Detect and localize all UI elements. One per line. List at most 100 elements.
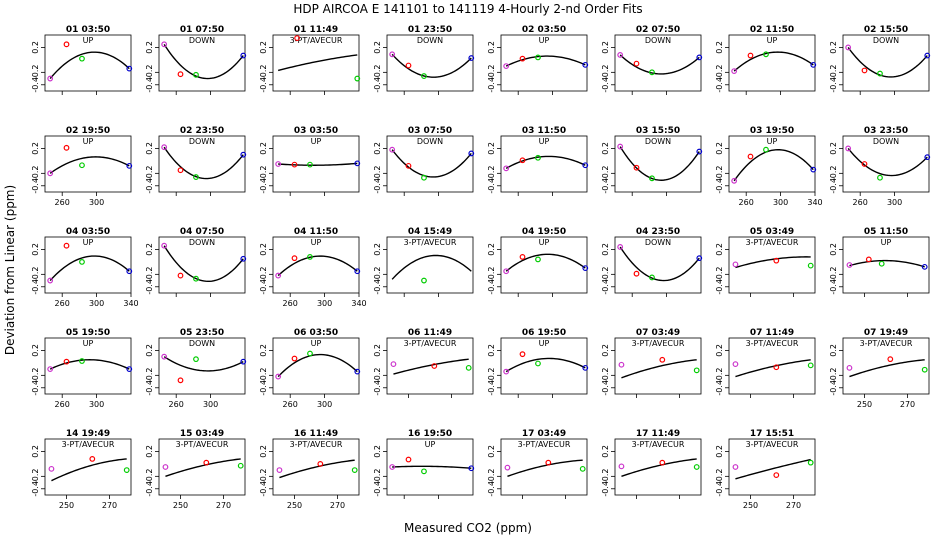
data-point xyxy=(579,465,586,472)
x-tick-label: 300 xyxy=(89,198,104,207)
data-point xyxy=(503,268,510,275)
fit-curve xyxy=(163,245,244,283)
y-tick-label: 0.2 xyxy=(145,142,154,155)
x-tick-label: 260 xyxy=(55,198,70,207)
data-point xyxy=(354,268,361,275)
data-point xyxy=(421,73,427,79)
y-tick-label: 0.2 xyxy=(829,41,838,54)
data-point xyxy=(47,277,54,284)
plot-frame xyxy=(386,135,474,193)
panel: 07 03:493-PT/AVECUR -0.4-0.2 0.2 xyxy=(601,328,702,398)
mode-label: 3-PT/AVECUR xyxy=(404,339,457,348)
data-point xyxy=(177,71,184,78)
x-tick-label: 260 xyxy=(55,400,70,409)
data-point xyxy=(89,456,96,462)
panel-title: 05 11:50 xyxy=(864,227,908,237)
data-point xyxy=(846,262,853,268)
mode-label: DOWN xyxy=(189,238,215,247)
data-point xyxy=(545,459,552,466)
y-tick-label: 0.2 xyxy=(601,344,610,357)
panel: 16 11:493-PT/AVECUR -0.4-0.2 0.2 250 270 xyxy=(259,429,360,510)
fit-curve xyxy=(277,54,358,72)
panel-title: 17 11:49 xyxy=(636,429,680,439)
y-tick-label: -0.2 xyxy=(601,368,610,384)
data-point xyxy=(193,71,199,78)
plot-frame xyxy=(44,337,132,395)
mode-label: DOWN xyxy=(645,238,671,247)
data-point xyxy=(126,162,133,169)
data-point xyxy=(807,459,814,466)
data-point xyxy=(887,356,894,363)
y-tick-label: -0.2 xyxy=(829,368,838,384)
fit-curve xyxy=(735,458,811,480)
data-point xyxy=(390,361,397,368)
x-tick-label: 260 xyxy=(283,299,298,308)
y-tick-label: 0.2 xyxy=(31,142,40,155)
data-point xyxy=(747,153,754,160)
data-point xyxy=(275,272,282,279)
x-tick-label: 250 xyxy=(173,501,188,510)
plot-frame xyxy=(158,337,246,395)
data-point xyxy=(317,460,324,467)
x-tick-label: 270 xyxy=(102,501,117,510)
data-point xyxy=(79,358,85,364)
panel-title: 16 19:50 xyxy=(408,429,452,439)
panel-title: 06 11:49 xyxy=(408,328,452,338)
y-tick-label: 0.2 xyxy=(601,243,610,256)
data-point xyxy=(696,54,703,61)
fit-curve xyxy=(391,149,472,178)
panel: 17 15:513-PT/AVECUR -0.4-0.2 0.2 250 270 xyxy=(715,429,816,510)
y-tick-label: -0.4 xyxy=(373,481,382,497)
x-tick-label: 260 xyxy=(853,198,868,207)
mode-label: 3-PT/AVECUR xyxy=(176,440,229,449)
y-tick-label: 0.2 xyxy=(715,41,724,54)
y-tick-label: -0.2 xyxy=(31,368,40,384)
panel-title: 03 07:50 xyxy=(408,126,452,136)
data-point xyxy=(431,363,438,369)
data-point xyxy=(519,157,526,164)
y-tick-label: -0.2 xyxy=(259,469,268,485)
fit-curve xyxy=(735,256,811,269)
data-point xyxy=(519,254,526,260)
mode-label: UP xyxy=(425,440,436,449)
plot-frame xyxy=(272,34,360,92)
y-tick-label: -0.2 xyxy=(373,166,382,182)
data-point xyxy=(810,61,817,68)
x-tick-label: 260 xyxy=(169,400,184,409)
y-tick-label: -0.2 xyxy=(373,65,382,81)
panel-title: 04 11:50 xyxy=(294,227,338,237)
data-point xyxy=(177,377,184,384)
data-point xyxy=(291,355,298,362)
mode-label: DOWN xyxy=(873,36,899,45)
mode-label: UP xyxy=(83,36,94,45)
data-point xyxy=(240,52,247,59)
y-tick-label: 0.2 xyxy=(145,41,154,54)
mode-label: 3-PT/AVECUR xyxy=(290,440,343,449)
mode-label: UP xyxy=(881,238,892,247)
x-tick-label: 300 xyxy=(887,198,902,207)
data-point xyxy=(237,462,244,469)
data-point xyxy=(617,244,624,250)
data-point xyxy=(773,257,780,264)
panel-title: 01 03:50 xyxy=(66,25,110,35)
x-tick-label: 270 xyxy=(330,501,345,510)
panel-title: 02 07:50 xyxy=(636,25,680,35)
data-point xyxy=(633,60,640,67)
chart-title: HDP AIRCOA E 141101 to 141119 4-Hourly 2… xyxy=(293,2,642,16)
y-tick-label: 0.2 xyxy=(145,243,154,256)
y-tick-label: -0.4 xyxy=(715,481,724,497)
y-tick-label: -0.4 xyxy=(373,279,382,295)
y-tick-label: -0.4 xyxy=(145,481,154,497)
fit-curve xyxy=(277,255,358,277)
mode-label: 3-PT/AVECUR xyxy=(632,440,685,449)
data-point xyxy=(732,464,739,470)
fit-curve xyxy=(49,156,130,174)
y-tick-label: -0.2 xyxy=(373,267,382,283)
y-tick-label: -0.4 xyxy=(487,178,496,194)
x-tick-label: 260 xyxy=(739,198,754,207)
data-point xyxy=(845,44,852,51)
